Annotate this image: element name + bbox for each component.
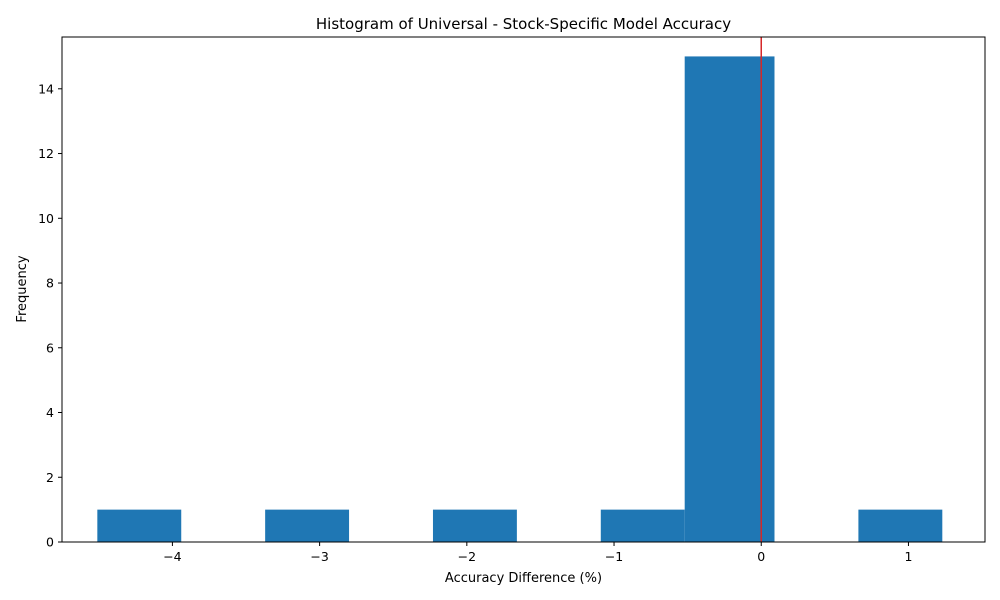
chart-title: Histogram of Universal - Stock-Specific … (316, 15, 731, 33)
x-tick-label: 1 (904, 549, 912, 564)
x-tick-label: −1 (605, 549, 623, 564)
histogram-bar-6 (600, 509, 685, 542)
y-axis-ticks: 0 2 4 6 8 10 12 14 (38, 81, 62, 550)
histogram-bar-0 (97, 509, 182, 542)
histogram-bar-7 (684, 56, 775, 543)
y-tick-label: 6 (46, 340, 54, 355)
histogram-bar-9 (858, 509, 943, 542)
y-tick-label: 2 (46, 470, 54, 485)
x-axis-ticks: −4 −3 −2 −1 0 1 (163, 542, 912, 564)
x-tick-label: 0 (757, 549, 765, 564)
y-tick-label: 8 (46, 276, 54, 291)
x-tick-label: −2 (458, 549, 476, 564)
plot-area-frame (61, 36, 986, 543)
bars-group (97, 56, 943, 543)
histogram-bar-4 (432, 509, 517, 542)
x-tick-label: −4 (163, 549, 181, 564)
y-tick-label: 10 (38, 211, 54, 226)
histogram-bar-2 (265, 509, 350, 542)
y-tick-label: 14 (38, 81, 54, 96)
y-tick-label: 12 (38, 146, 54, 161)
y-tick-label: 4 (46, 405, 54, 420)
x-tick-label: −3 (310, 549, 328, 564)
y-axis-label: Frequency (15, 255, 30, 322)
y-tick-label: 0 (46, 535, 54, 550)
x-axis-label: Accuracy Difference (%) (445, 571, 602, 586)
